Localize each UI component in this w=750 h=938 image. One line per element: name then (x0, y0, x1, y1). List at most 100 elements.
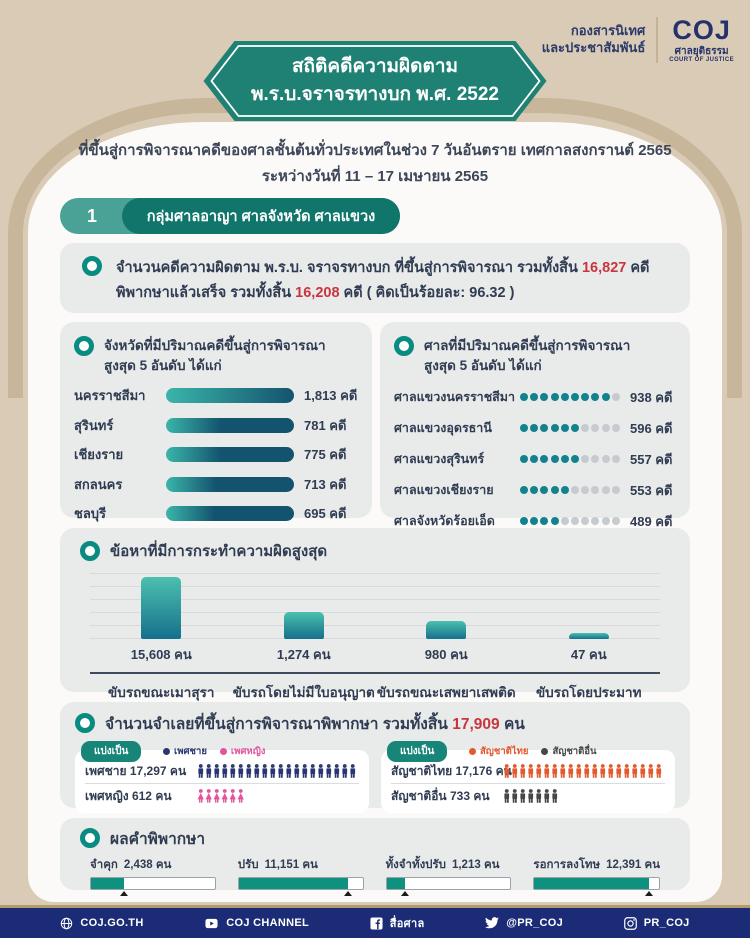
pictogram-row: เพศชาย 17,297 คน (85, 759, 359, 783)
court-label: ศาลแขวงอุดรธานี (394, 421, 492, 435)
section-number: 1 (86, 205, 97, 226)
bullet-ring-icon (82, 256, 102, 276)
male-person-icon (552, 789, 558, 804)
court-value: 596 คดี (630, 420, 673, 436)
dot-empty (591, 486, 600, 494)
male-person-icon (278, 764, 284, 779)
verdict-progress-fill (386, 878, 406, 890)
legend-item: สัญชาติอื่น (541, 744, 597, 759)
male-person-icon (624, 764, 630, 779)
court-value: 938 คดี (630, 389, 673, 405)
bullet-ring-icon (394, 336, 414, 356)
badge-shape (203, 41, 547, 121)
province-value: 713 คดี (304, 476, 347, 492)
pictogram-icons (197, 789, 359, 803)
charge-bar-column (518, 573, 661, 639)
male-person-icon (350, 764, 356, 779)
verdict-progress-bar (237, 877, 364, 897)
court-label: ศาลแขวงสุรินทร์ (394, 452, 485, 466)
charge-value: 980 คน (424, 646, 468, 662)
footer-item-facebook: สื่อศาล (370, 914, 425, 932)
male-person-icon (544, 789, 550, 804)
dot-filled (520, 455, 528, 463)
verdict-columns: จำคุก 2,438 คน ปรับ 11,151 คน ทั้งจำทั้งปรับ… (90, 856, 661, 897)
male-person-icon (632, 764, 638, 779)
group-tab: แบ่งเป็น (81, 741, 142, 763)
male-person-icon (584, 764, 590, 779)
male-person-icon (544, 764, 550, 779)
pictogram-row: เพศหญิง 612 คน (85, 783, 359, 808)
org-name: กองสารนิเทศ และประชาสัมพันธ์ (542, 23, 646, 57)
court-label: ศาลแขวงนครราชสีมา (394, 390, 516, 404)
male-person-icon (310, 764, 316, 779)
male-person-icon (262, 764, 268, 779)
charges-box: ข้อหาที่มีการกระทำความผิดสูงสุด 15,608 ค… (60, 528, 690, 700)
verdict-value: 2,438 คน (123, 859, 172, 872)
summary-box: จำนวนคดีความผิดตาม พ.ร.บ. จราจรทางบก ที่… (60, 243, 690, 313)
male-person-icon (560, 764, 566, 779)
dot-empty (591, 517, 600, 525)
charges-axis-line (90, 671, 660, 674)
province-bar (166, 417, 294, 433)
pictogram-row-label: เพศหญิง 612 คน (85, 788, 172, 803)
verdict-progress-bar (533, 877, 661, 897)
male-person-icon (206, 764, 212, 779)
province-label: สุรินทร์ (74, 417, 114, 433)
subtitle-line1: ที่ขึ้นสู่การพิจารณาคดีของศาลชั้นต้นทั่ว… (78, 142, 672, 159)
verdict-head: จำคุก 2,438 คน (90, 856, 216, 874)
verdict-value: 12,391 คน (606, 859, 661, 872)
verdict-label: จำคุก (90, 859, 118, 872)
twitter-icon (485, 917, 500, 929)
dot-empty (601, 424, 610, 432)
dot-filled (570, 455, 579, 463)
court-row: ศาลแขวงเชียงราย 553 คดี (394, 480, 676, 501)
legend-label: สัญชาติอื่น (552, 746, 597, 758)
legend-dot-icon (469, 748, 476, 756)
dot-empty (560, 517, 569, 525)
dot-filled (520, 393, 528, 401)
group-tab: แบ่งเป็น (387, 741, 448, 763)
province-row: สกลนคร 713 คดี (74, 474, 358, 495)
dot-filled (550, 517, 559, 525)
court-value: 553 คดี (630, 482, 673, 498)
gender-group: แบ่งเป็น เพศชาย เพศหญิง เพศชาย 17,297 คน เพศ… (75, 741, 369, 814)
footer-item-twitter: @PR_COJ (485, 917, 563, 929)
charge-bar (283, 611, 324, 639)
marker-triangle-icon (645, 891, 654, 897)
verdict-column: ปรับ 11,151 คน (237, 856, 364, 897)
province-value: 775 คดี (304, 447, 347, 462)
male-person-icon (536, 789, 542, 804)
male-person-icon (576, 764, 582, 779)
provinces-box: จังหวัดที่มีปริมาณคดีขึ้นสู่การพิจารณา ส… (60, 322, 372, 521)
dot-filled (520, 517, 528, 525)
male-person-icon (536, 764, 542, 779)
male-person-icon (254, 764, 260, 779)
subtitle-line2: ระหว่างวันที่ 11 – 17 เมษายน 2565 (261, 167, 489, 185)
courts-title-line1: ศาลที่มีปริมาณคดีขึ้นสู่การพิจารณา (424, 338, 631, 353)
male-person-icon (640, 764, 646, 779)
male-person-icon (342, 764, 348, 779)
charge-value: 15,608 คน (130, 646, 192, 662)
charge-bar-column (233, 573, 376, 639)
dot-empty (601, 455, 610, 463)
male-person-icon (334, 764, 340, 779)
charge-value: 47 คน (570, 646, 607, 662)
court-dot-meter (520, 455, 622, 463)
dot-filled (540, 424, 549, 432)
male-person-icon (616, 764, 622, 779)
legend-dot-icon (541, 748, 549, 756)
male-person-icon (326, 764, 332, 779)
province-row: ชลบุรี 695 คดี (74, 503, 358, 524)
male-person-icon (504, 789, 510, 804)
province-row: เชียงราย 775 คดี (74, 444, 358, 465)
male-person-icon (270, 764, 276, 779)
province-bar (166, 388, 294, 403)
coj-logo-english: COURT OF JUSTICE (669, 56, 734, 63)
courts-title-line2: สูงสุด 5 อันดับ ได้แก่ (424, 358, 542, 374)
female-person-icon (237, 789, 244, 803)
pictogram-row-label: สัญชาติอื่น 733 คน (391, 788, 490, 803)
male-person-icon (656, 764, 662, 779)
verdict-column: ทั้งจำทั้งปรับ 1,213 คน (385, 856, 512, 897)
verdict-head: ปรับ 11,151 คน (238, 856, 364, 874)
